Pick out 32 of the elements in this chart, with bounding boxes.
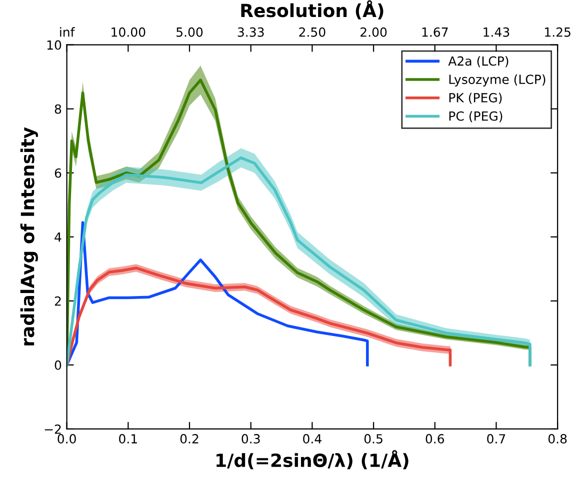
legend-label: PK (PEG)	[449, 92, 502, 104]
legend-label: Lysozyme (LCP)	[449, 74, 546, 87]
text: 1.67	[422, 27, 448, 37]
y-tick-label: 4	[54, 232, 62, 242]
text: inf	[60, 27, 75, 37]
y-tick-label: −2	[44, 424, 61, 434]
y-tick-label: 8	[54, 104, 62, 114]
x-tick-label: 0.7	[487, 434, 506, 444]
text: 1.25	[545, 27, 570, 37]
y-tick-label: 0	[54, 360, 62, 370]
legend-label: A2a (LCP)	[448, 56, 508, 68]
x-tick-label: 0.0	[58, 434, 76, 444]
x-tick-label: 0.2	[180, 434, 198, 444]
x-tick-label: 0.6	[426, 434, 444, 444]
x-tick-label: 0.4	[303, 434, 322, 444]
text: 10.00	[112, 27, 146, 37]
text: 3.33	[238, 27, 264, 37]
x-axis-title: 1/d(=2sinΘ/λ) (1/Å)	[216, 450, 408, 470]
x-tick-label: 0.5	[364, 434, 382, 444]
y-tick-label: 6	[54, 168, 62, 178]
x-tick-label: 0.1	[119, 434, 137, 444]
y-tick-label: 10	[47, 40, 62, 50]
y-axis-title: radialAvg of Intensity	[20, 127, 38, 346]
y-tick-label: 2	[54, 296, 61, 306]
x-tick-label: 0.3	[242, 434, 260, 444]
text: 5.00	[176, 27, 203, 37]
text: 2.50	[299, 27, 326, 37]
chart-title: Resolution (Å)	[241, 0, 384, 20]
x-tick-label: 0.8	[548, 434, 567, 444]
legend-label: PC (PEG)	[449, 111, 502, 122]
text: 2.00	[360, 27, 387, 37]
text: 1.43	[484, 27, 510, 37]
